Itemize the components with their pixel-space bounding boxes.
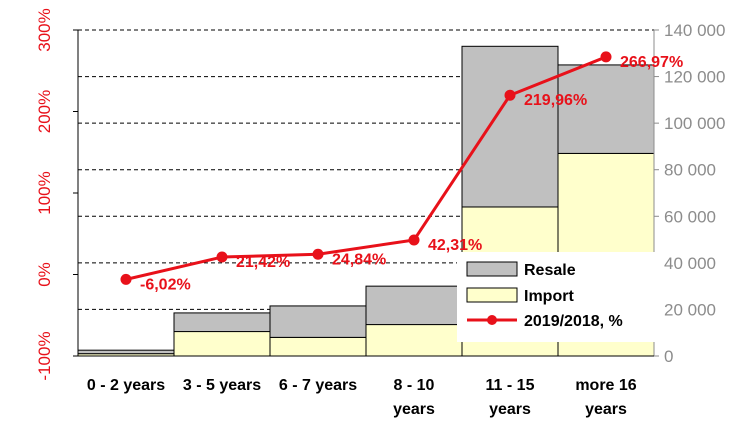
category-label-line-3-1: years [393,401,435,418]
data-label-1: 21,42% [236,254,290,271]
growth-point-5 [600,51,612,63]
category-label-line-3-0: 8 - 10 [394,377,435,394]
data-label-0: -6,02% [140,276,191,293]
data-labels: -6,02% 21,42% 24,84% 42,31% 219,96% 266,97% [140,54,683,293]
growth-point-2 [312,248,324,260]
category-label-line-0-0: 0 - 2 years [87,377,165,394]
category-labels: 0 - 2 years 3 - 5 years 6 - 7 years 8 - 10 y… [87,377,637,418]
category-label-0: 0 - 2 years [87,377,165,394]
right-tick-label-0: 0 [664,347,673,366]
category-label-3: 8 - 10 years [393,377,435,418]
category-label-line-5-1: years [585,401,627,418]
bar-resale-5 [557,64,655,154]
bar-resale-3 [365,285,463,326]
category-label-line-5-0: more 16 [575,377,636,394]
legend-label-import: Import [524,288,574,305]
data-label-4: 219,96% [524,92,587,109]
legend-label-growth: 2019/2018, % [524,313,623,330]
category-label-line-2-0: 6 - 7 years [279,377,357,394]
legend-swatch-resale [466,261,518,277]
bar-resale-4 [461,45,559,208]
right-tick-label-6: 120 000 [664,68,725,87]
left-tick-label-2: 100% [35,171,54,214]
growth-point-3 [408,234,420,246]
category-label-line-1-0: 3 - 5 years [183,377,261,394]
data-label-3: 42,31% [428,237,482,254]
category-label-4: 11 - 15 years [486,377,535,418]
category-label-2: 6 - 7 years [279,377,357,394]
right-tick-label-4: 80 000 [664,161,716,180]
right-tick-label-3: 60 000 [664,207,716,226]
right-tick-label-1: 20 000 [664,300,716,319]
left-tick-label-1: 0% [35,262,54,287]
left-tick-label-3: 200% [35,90,54,133]
category-label-1: 3 - 5 years [183,377,261,394]
growth-point-4 [504,89,516,101]
legend: Resale Import 2019/2018, % [457,252,659,342]
left-tick-label-0: -100% [35,331,54,380]
category-label-line-4-1: years [489,401,531,418]
category-label-5: more 16 years [575,377,636,418]
bar-import-3 [365,324,463,357]
data-label-5: 266,97% [620,54,683,71]
left-axis-ticks: -100% 0% 100% 200% 300% [35,8,78,381]
category-label-line-4-0: 11 - 15 [486,377,535,394]
growth-point-0 [120,273,132,285]
bar-resale-0 [77,349,175,355]
bar-import-2 [269,336,367,357]
bar-resale-1 [173,312,271,333]
growth-point-1 [216,251,228,263]
growth-line [125,55,607,281]
bar-resale-2 [269,305,367,338]
bar-import-1 [173,331,271,357]
right-tick-label-7: 140 000 [664,21,725,40]
right-tick-label-5: 100 000 [664,114,725,133]
legend-line-marker [487,315,497,325]
right-axis-ticks: 0 20 000 40 000 60 000 80 000 100 000 120 000 1… [654,21,725,366]
legend-label-resale: Resale [524,262,576,279]
line-series [120,51,612,285]
data-label-2: 24,84% [332,251,386,268]
right-tick-label-2: 40 000 [664,254,716,273]
left-tick-label-4: 300% [35,8,54,51]
legend-swatch-import [466,287,518,303]
